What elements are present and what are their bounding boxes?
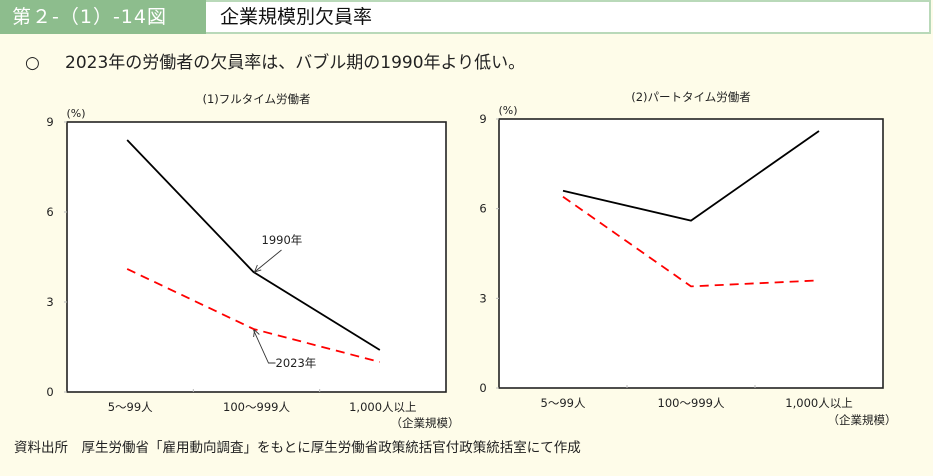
figure-title: 企業規模別欠員率 <box>206 0 931 34</box>
callout-arrowhead-icon <box>253 329 260 338</box>
chart-2: (2)パートタイム労働者 (%) 0 3 6 9 5～99人 100～999人 1,000人以上… <box>479 90 896 427</box>
chart-1: (1)フルタイム労働者 (%) 0 3 6 9 5～99人 100～999人 1,000人以上 （… <box>46 92 459 430</box>
x-axis-label: （企業規模） <box>828 413 897 427</box>
circle-bullet-icon: ○ <box>25 53 40 73</box>
chart-title: (2)パートタイム労働者 <box>631 90 751 104</box>
y-tick-label: 0 <box>479 381 486 395</box>
source-note: 資料出所 厚生労働省「雇用動向調査」をもとに厚生労働省政策統括官付政策統括室にて… <box>14 440 581 456</box>
callout-arrowhead-icon <box>253 264 262 273</box>
y-tick-label: 6 <box>479 202 486 216</box>
y-tick-label: 0 <box>46 385 53 399</box>
x-tick-label: 5～99人 <box>108 400 153 414</box>
summary-text: 2023年の労働者の欠員率は、バブル期の1990年より低い。 <box>65 53 526 73</box>
callout-arrow-line <box>254 249 282 273</box>
summary-line: ○ 2023年の労働者の欠員率は、バブル期の1990年より低い。 <box>25 48 525 73</box>
x-tick-label: 5～99人 <box>541 396 586 410</box>
x-tick-label: 1,000人以上 <box>785 396 852 410</box>
x-tick-label: 1,000人以上 <box>349 400 416 414</box>
figure-header: 第２-（1）-14図 企業規模別欠員率 <box>0 0 931 34</box>
chart-title: (1)フルタイム労働者 <box>202 92 310 106</box>
x-tick-label: 100～999人 <box>658 396 725 410</box>
series-callout-label: 1990年 <box>262 233 303 247</box>
x-tick-label: 100～999人 <box>223 400 290 414</box>
x-axis-label: （企業規模） <box>391 416 460 430</box>
plot-area <box>66 121 447 393</box>
y-tick-label: 9 <box>479 112 486 126</box>
plot-area <box>498 118 884 389</box>
callout-arrow-line <box>253 329 276 364</box>
y-unit-label: (%) <box>498 104 517 117</box>
y-tick-label: 3 <box>479 291 486 305</box>
series-callout-label: 2023年 <box>276 356 317 370</box>
figure-number: 第２-（1）-14図 <box>0 0 206 34</box>
y-unit-label: (%) <box>66 107 85 120</box>
y-tick-label: 6 <box>46 205 53 219</box>
y-tick-label: 9 <box>46 115 53 129</box>
y-tick-label: 3 <box>46 295 53 309</box>
